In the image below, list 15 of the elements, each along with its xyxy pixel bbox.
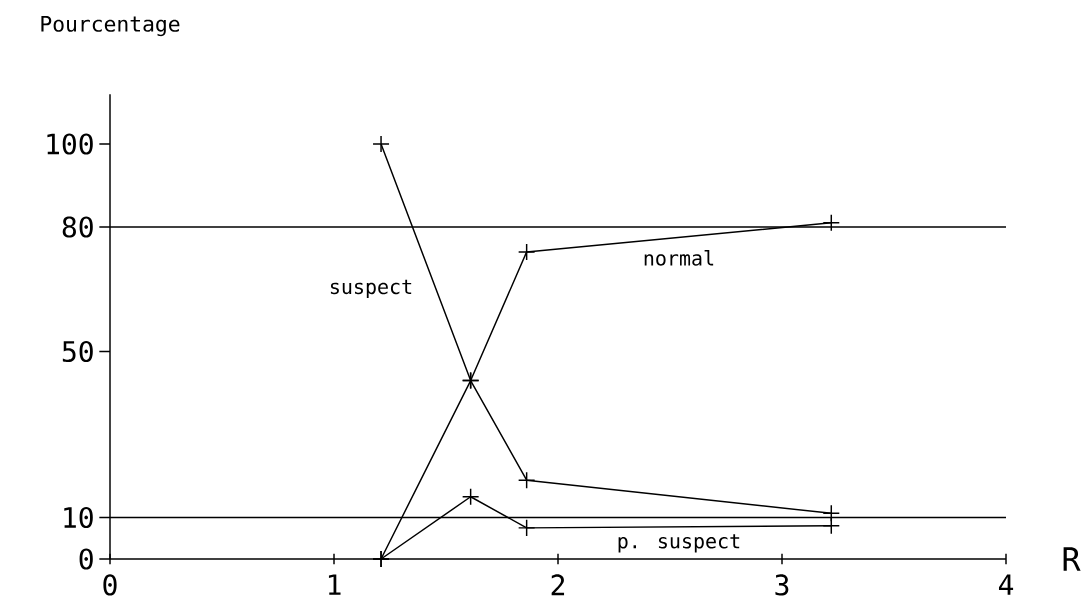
series-label: normal <box>644 250 714 266</box>
y-tick-label: 0 <box>79 548 93 570</box>
y-tick-label: 50 <box>62 340 93 363</box>
x-tick-label: 4 <box>998 574 1014 595</box>
x-tick-label: 1 <box>328 574 341 595</box>
y-tick-label: 10 <box>64 506 93 529</box>
series-label: suspect <box>330 279 412 299</box>
y-tick-label: 80 <box>62 216 93 238</box>
y-tick-label: 100 <box>47 133 93 155</box>
x-tick-label: 0 <box>103 574 117 596</box>
x-tick-label: 2 <box>551 574 565 596</box>
series-label: p. suspect <box>618 534 740 553</box>
x-tick-label: 3 <box>775 574 789 596</box>
y-axis-title: Pourcentage <box>41 16 180 37</box>
x-axis-title: R <box>1063 547 1081 571</box>
